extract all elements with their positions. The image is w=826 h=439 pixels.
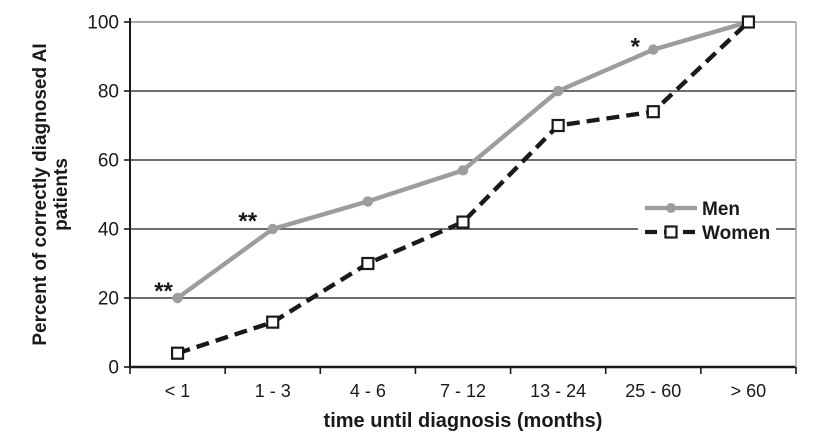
y-tick-label-0: 0 [108,358,119,379]
marker-men-2 [362,196,374,207]
x-category-label-4: 13 - 24 [530,381,586,401]
legend-label-men: Men [702,199,740,220]
y-tick-label-20: 20 [98,289,119,310]
annotation-2: * [631,34,641,61]
marker-men-4 [552,85,564,97]
marker-men-1 [267,223,278,235]
annotation-1: ** [238,208,257,235]
y-axis-title: Percent of correctly diagnosed AIpatient… [30,43,72,345]
legend-box [638,186,776,252]
marker-men-3 [457,165,469,176]
marker-women-2 [361,256,375,271]
marker-women-6 [741,15,756,29]
x-axis-title: time until diagnosis (months) [324,410,603,432]
marker-women-0 [170,346,185,360]
marker-women-5 [646,105,660,119]
x-category-label-6: > 60 [731,381,767,401]
x-category-label-0: < 1 [165,381,191,401]
x-category-label-3: 7 - 12 [440,381,486,401]
marker-women-3 [456,215,470,229]
x-category-label-2: 4 - 6 [350,381,386,401]
annotation-0: ** [154,278,173,305]
y-axis-title-line-1: patients [51,158,72,231]
marker-women-4 [551,118,565,133]
y-tick-label-40: 40 [98,220,119,241]
legend-label-women: Women [702,223,770,244]
y-tick-label-100: 100 [87,13,119,34]
y-tick-label-60: 60 [98,151,119,172]
legend-marker-women [664,225,678,239]
x-category-label-5: 25 - 60 [625,381,681,401]
marker-men-0 [172,292,183,304]
y-axis-title-line-0: Percent of correctly diagnosed AI [30,43,51,345]
y-tick-label-80: 80 [98,82,119,103]
marker-men-5 [648,44,659,55]
x-category-label-1: 1 - 3 [255,381,291,401]
legend-marker-men [666,203,676,213]
marker-women-1 [266,315,280,329]
